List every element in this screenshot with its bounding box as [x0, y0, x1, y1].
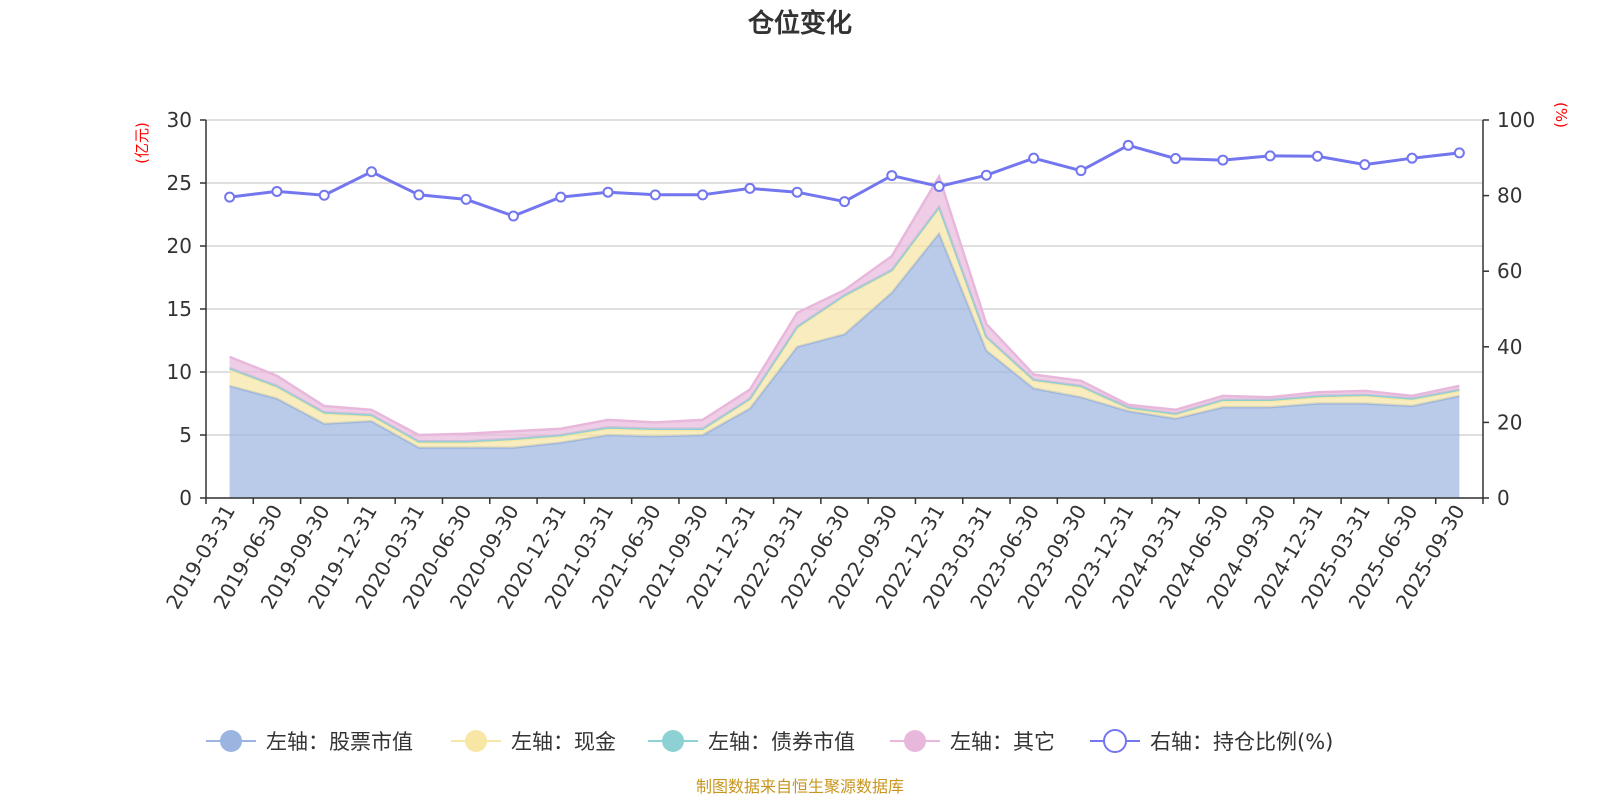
left-axis-tick-label: 0 — [179, 486, 192, 510]
legend-label: 左轴：债券市值 — [708, 730, 855, 754]
right-axis-tick-label: 20 — [1497, 410, 1522, 434]
legend-marker — [904, 730, 926, 752]
legend-marker-hollow — [1103, 729, 1127, 753]
ratio-point — [1075, 165, 1087, 177]
right-axis-unit: (%) — [1552, 102, 1570, 128]
left-axis-unit: (亿元) — [133, 122, 151, 164]
legend-item-0[interactable]: 左轴：股票市值 — [206, 730, 413, 754]
ratio-point — [366, 166, 378, 178]
legend-marker — [662, 730, 684, 752]
ratio-point — [1028, 152, 1040, 164]
left-axis-tick-label: 5 — [179, 423, 192, 447]
right-axis-tick-label: 80 — [1497, 184, 1522, 208]
area-series-1 — [229, 208, 1460, 448]
data-source-note: 制图数据来自恒生聚源数据库 — [696, 777, 904, 796]
legend-item-3[interactable]: 左轴：其它 — [890, 730, 1055, 754]
area-series-0 — [229, 233, 1460, 498]
ratio-point — [1311, 150, 1323, 162]
ratio-point — [744, 182, 756, 194]
ratio-point — [413, 189, 425, 201]
legend-label: 左轴：股票市值 — [266, 730, 413, 754]
ratio-point — [224, 191, 236, 203]
ratio-point — [1122, 139, 1134, 151]
ratio-point — [980, 169, 992, 181]
legend-marker — [465, 730, 487, 752]
ratio-point — [886, 170, 898, 182]
legend-marker — [220, 730, 242, 752]
ratio-point — [1170, 153, 1182, 165]
ratio-point — [649, 189, 661, 201]
ratio-point — [1406, 152, 1418, 164]
ratio-point — [318, 189, 330, 201]
left-axis-tick-label: 25 — [167, 171, 192, 195]
ratio-point — [271, 185, 283, 197]
area-series-edge-3 — [229, 173, 1460, 437]
ratio-line — [224, 139, 1465, 222]
ratio-point — [839, 196, 850, 208]
left-axis-tick-label: 20 — [167, 234, 192, 258]
left-axis-tick-label: 30 — [167, 108, 192, 132]
ratio-point — [933, 181, 945, 193]
ratio-point — [791, 186, 803, 198]
left-axis-tick-label: 10 — [167, 360, 192, 384]
stacked-areas — [229, 173, 1460, 498]
legend-label: 左轴：现金 — [511, 730, 616, 754]
right-axis-tick-label: 40 — [1497, 335, 1522, 359]
left-axis-tick-label: 15 — [167, 297, 192, 321]
ratio-point — [697, 189, 709, 201]
ratio-point — [555, 191, 567, 203]
right-axis-tick-label: 60 — [1497, 259, 1522, 283]
legend[interactable]: 左轴：股票市值 左轴：现金 左轴：债券市值 左轴：其它 右轴：持仓比例(%) — [206, 729, 1333, 754]
ratio-point — [507, 210, 519, 222]
right-axis-tick-label: 100 — [1497, 108, 1535, 132]
legend-item-2[interactable]: 左轴：债券市值 — [648, 730, 855, 754]
chart-title: 仓位变化 — [747, 8, 852, 39]
ratio-point — [1453, 147, 1465, 159]
ratio-point — [1264, 150, 1276, 162]
legend-label: 左轴：其它 — [950, 730, 1055, 754]
ratio-point — [1359, 159, 1371, 171]
ratio-point — [460, 193, 472, 205]
right-axis-tick-label: 0 — [1497, 486, 1510, 510]
ratio-point — [602, 186, 614, 198]
ratio-point — [1217, 154, 1229, 166]
legend-item-4[interactable]: 右轴：持仓比例(%) — [1090, 729, 1333, 754]
legend-label: 右轴：持仓比例(%) — [1150, 730, 1333, 754]
legend-item-1[interactable]: 左轴：现金 — [451, 730, 616, 754]
